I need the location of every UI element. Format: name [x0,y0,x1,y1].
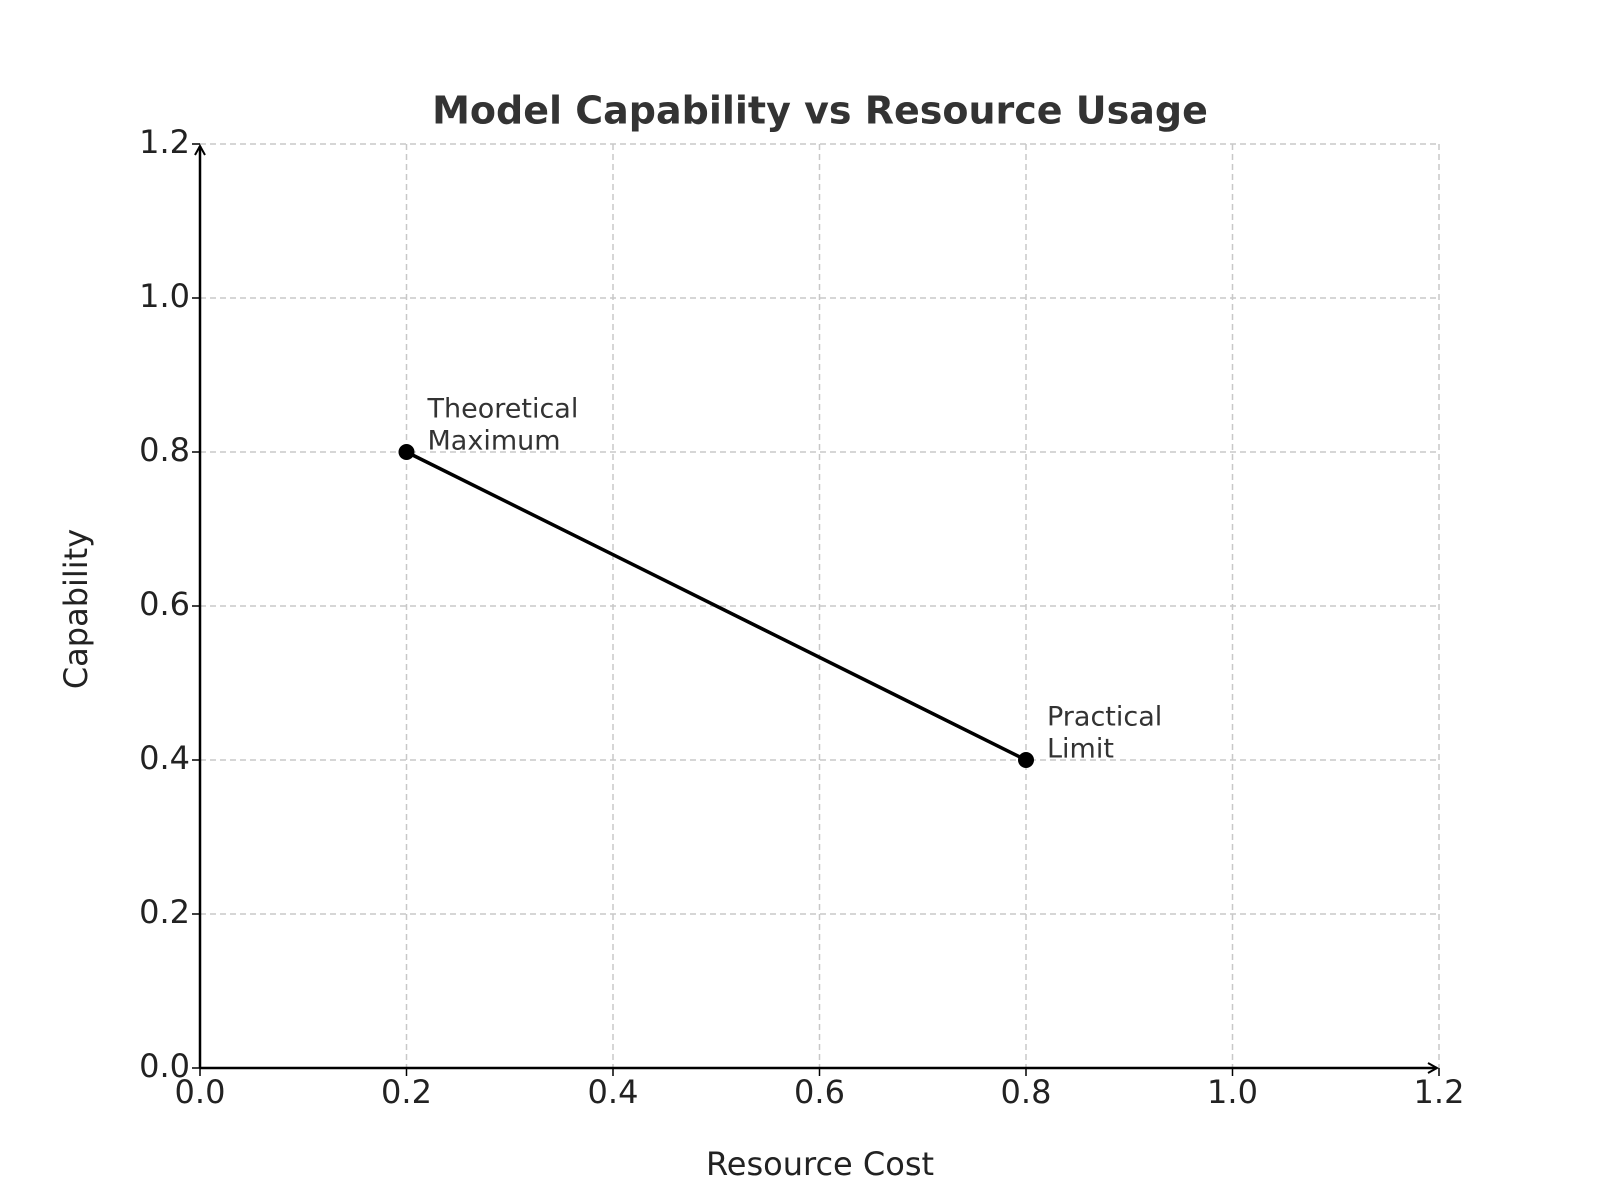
x-tick-label: 0.2 [381,1073,432,1111]
line [405,450,1027,762]
annotation: Limit [1047,734,1114,765]
y-tick-label: 1.2 [139,123,190,161]
annotation: Practical [1047,702,1162,733]
x-tick-label: 0.0 [175,1073,226,1111]
y-tick-label: 0.0 [139,1047,190,1085]
point [1018,752,1034,768]
x-tick-label: 0.6 [794,1073,845,1111]
x-tick-label: 0.4 [588,1073,639,1111]
x-axis-label: Resource Cost [706,1145,934,1183]
y-tick-label: 0.8 [139,431,190,469]
x-tick-label: 1.0 [1207,1073,1258,1111]
y-axis-label: Capability [57,529,95,689]
y-tick-label: 0.4 [139,739,190,777]
x-tick-label: 0.8 [1001,1073,1052,1111]
y-tick-label: 0.2 [139,893,190,931]
y-tick-label: 0.6 [139,585,190,623]
y-tick-label: 1.0 [139,277,190,315]
annotation: Maximum [428,426,561,457]
point [398,444,415,460]
grid [199,143,1440,1069]
x-tick-label: 1.2 [1414,1073,1465,1111]
chart-title: Model Capability vs Resource Usage [432,89,1208,133]
annotation: Theoretical [427,394,579,425]
